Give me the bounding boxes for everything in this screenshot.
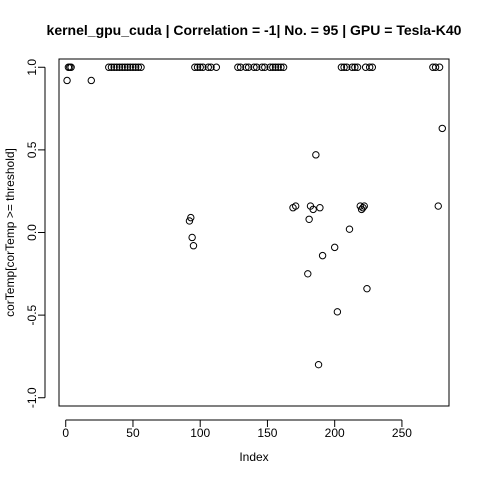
data-point [330, 243, 339, 252]
data-point [261, 63, 269, 71]
data-point [365, 63, 374, 71]
y-axis-label: corTemp[corTemp >= threshold] [3, 148, 17, 317]
y-axis: -1.0 -0.5 0.0 0.5 1.0 [25, 59, 46, 408]
data-point [63, 76, 71, 85]
data-point [244, 63, 253, 71]
data-point [87, 76, 95, 85]
data-point [196, 63, 204, 71]
data-point [189, 242, 198, 250]
data-point [438, 124, 446, 133]
x-axis-label: Index [239, 450, 268, 464]
data-point [107, 63, 116, 71]
data-point [435, 63, 444, 71]
data-point [188, 233, 196, 242]
data-point [360, 202, 368, 210]
data-point [269, 63, 277, 71]
x-tick-label: 100 [190, 426, 210, 440]
data-point [234, 63, 242, 71]
data-point [431, 63, 440, 71]
data-point [316, 204, 324, 212]
data-points [63, 63, 446, 369]
data-point [134, 63, 143, 71]
data-point [337, 63, 346, 71]
x-tick-label: 250 [392, 426, 412, 440]
y-tick-label: 0.0 [25, 224, 39, 241]
data-point [123, 63, 132, 71]
data-point [279, 63, 288, 71]
data-point [118, 63, 126, 71]
y-tick-label: 1.0 [25, 59, 39, 76]
data-point [277, 63, 285, 71]
data-point [204, 63, 212, 71]
data-point [115, 63, 124, 71]
data-point [359, 204, 367, 212]
data-point [305, 215, 313, 223]
data-point [185, 217, 194, 225]
y-tick-label: 0.5 [25, 141, 39, 158]
data-point [434, 202, 442, 210]
data-point [333, 308, 342, 316]
data-point [236, 63, 245, 71]
data-point [212, 63, 221, 71]
data-point [191, 63, 199, 71]
data-point [252, 63, 261, 71]
data-point [129, 63, 137, 71]
data-point [363, 284, 371, 293]
data-point [345, 225, 354, 233]
data-point [126, 63, 134, 71]
data-point [110, 63, 118, 71]
data-point [353, 63, 362, 71]
data-point [242, 63, 250, 71]
data-point [266, 63, 274, 71]
data-point [351, 63, 359, 71]
data-point [309, 205, 317, 214]
x-tick-label: 150 [257, 426, 277, 440]
x-axis: 0 50 100 150 200 250 [62, 419, 412, 440]
data-point [340, 63, 348, 71]
data-point [291, 202, 300, 210]
data-point [304, 270, 312, 278]
data-point [207, 63, 215, 71]
data-point [193, 63, 202, 71]
data-point [348, 63, 356, 71]
data-point [121, 63, 129, 71]
data-point [274, 63, 282, 71]
data-point [137, 63, 145, 71]
data-point [258, 63, 266, 71]
x-tick-label: 0 [62, 426, 69, 440]
data-point [343, 63, 351, 71]
plot-frame [58, 58, 450, 407]
data-point [318, 251, 327, 260]
x-tick-label: 200 [325, 426, 345, 440]
chart-title: kernel_gpu_cuda | Correlation = -1| No. … [47, 22, 462, 38]
data-point [187, 213, 195, 222]
data-point [67, 63, 75, 71]
data-point [131, 63, 140, 71]
y-tick-label: -1.0 [25, 387, 39, 408]
y-tick-label: -0.5 [25, 304, 39, 325]
data-point [271, 63, 280, 71]
data-point [250, 63, 258, 71]
data-point [368, 63, 377, 71]
data-point [105, 63, 113, 71]
data-point [314, 360, 323, 369]
x-tick-label: 50 [126, 426, 140, 440]
data-point [199, 63, 207, 71]
data-point [312, 151, 320, 159]
data-point [113, 63, 121, 71]
